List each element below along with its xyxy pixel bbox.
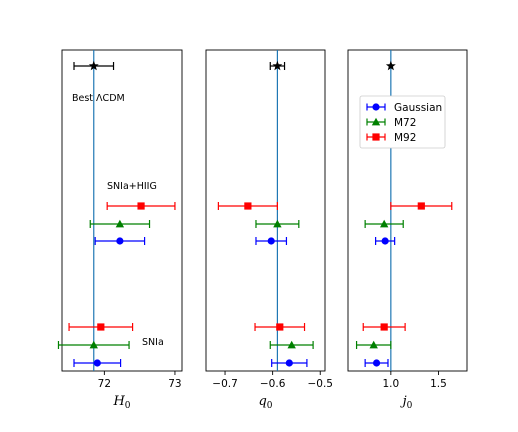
data-point-triangle [89, 340, 98, 349]
data-point-circle [372, 359, 381, 367]
plot-frame [347, 49, 468, 372]
data-point-circle [285, 359, 293, 367]
x-tick-label: 1.5 [430, 378, 447, 390]
data-point-star [385, 60, 396, 71]
data-point-square [244, 202, 252, 210]
legend-label: M92 [394, 132, 416, 144]
series-m92 [68, 202, 176, 331]
legend-box [359, 95, 446, 149]
x-tick-label: −0.6 [260, 378, 286, 390]
legend-label: M72 [394, 117, 416, 129]
data-point-star [272, 60, 283, 71]
series-m92 [362, 202, 453, 331]
panel-j0: 1.0 1.5 j0 Gaussian M72 M92 [347, 49, 468, 411]
series-gaussian [73, 237, 146, 367]
annotation: SNIa+HIIG [107, 181, 157, 192]
series-best-cdm [269, 60, 286, 71]
series-m92 [217, 202, 306, 331]
plot-frame [205, 49, 326, 372]
data-point-triangle [379, 219, 389, 228]
annotation: Best ΛCDM [72, 93, 125, 104]
series-best-cdm [73, 60, 115, 71]
x-axis-label: q0 [258, 394, 272, 411]
series-m72 [57, 219, 151, 349]
legend: Gaussian M72 M92 [359, 95, 446, 149]
x-axis-label: j0 [400, 394, 413, 411]
data-point-triangle [287, 340, 296, 349]
data-point-circle [267, 237, 275, 245]
data-point-square [137, 202, 145, 210]
plot-frame [61, 49, 183, 372]
series-gaussian [364, 237, 396, 367]
data-point-triangle [369, 340, 378, 349]
legend-marker-circle [372, 103, 380, 111]
x-axis-label: H0 [112, 394, 130, 411]
data-point-triangle [115, 219, 125, 228]
data-point-star [88, 60, 99, 71]
legend-label: Gaussian [394, 102, 442, 114]
x-tick-label: −0.5 [307, 378, 333, 390]
panel-q0: −0.7 −0.6 −0.5 q0 [205, 49, 333, 411]
x-tick-label: 1.0 [382, 378, 399, 390]
data-point-circle [381, 237, 389, 245]
data-point-square [380, 323, 388, 331]
x-tick-label: 73 [168, 378, 181, 390]
data-point-circle [116, 237, 124, 245]
legend-marker-square [372, 133, 380, 141]
data-point-circle [93, 359, 101, 367]
x-tick-label: −0.7 [212, 378, 238, 390]
data-point-square [97, 323, 105, 331]
panels: 72 73 H0 Best ΛCDM SNIa+HIIG SNIa −0.7 −0.6 −0.5… [57, 49, 468, 411]
series-gaussian [255, 237, 308, 367]
panel-H0: 72 73 H0 Best ΛCDM SNIa+HIIG SNIa [57, 49, 183, 411]
x-tick-label: 72 [98, 378, 111, 390]
data-point-square [276, 323, 284, 331]
annotation: SNIa [142, 337, 164, 348]
legend-marker-triangle [371, 117, 381, 126]
data-point-square [417, 202, 425, 210]
data-point-triangle [273, 219, 282, 228]
series-m72 [355, 219, 404, 349]
series-m72 [255, 219, 314, 349]
series-best-cdm [385, 60, 396, 71]
